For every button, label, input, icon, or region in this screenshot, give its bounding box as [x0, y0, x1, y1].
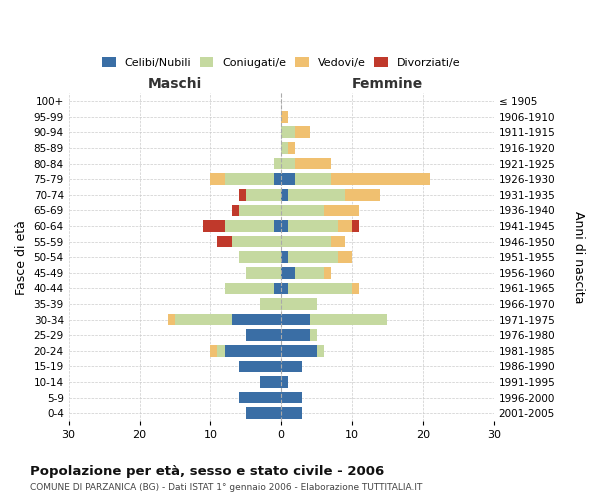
Bar: [288, 189, 345, 200]
Bar: [281, 267, 295, 278]
Bar: [281, 408, 302, 419]
Bar: [246, 267, 281, 278]
Text: Femmine: Femmine: [352, 77, 423, 91]
Bar: [281, 189, 288, 200]
Bar: [175, 314, 232, 326]
Bar: [246, 189, 281, 200]
Bar: [246, 408, 281, 419]
Bar: [281, 158, 295, 170]
Text: Maschi: Maschi: [148, 77, 202, 91]
Bar: [310, 314, 388, 326]
Bar: [352, 220, 359, 232]
Bar: [338, 252, 352, 263]
Bar: [281, 174, 295, 185]
Bar: [281, 111, 288, 122]
Bar: [281, 314, 310, 326]
Bar: [281, 204, 324, 216]
Bar: [281, 376, 288, 388]
Bar: [295, 158, 331, 170]
Bar: [232, 204, 239, 216]
Text: COMUNE DI PARZANICA (BG) - Dati ISTAT 1° gennaio 2006 - Elaborazione TUTTITALIA.: COMUNE DI PARZANICA (BG) - Dati ISTAT 1°…: [30, 482, 422, 492]
Bar: [324, 204, 359, 216]
Bar: [274, 174, 281, 185]
Bar: [288, 142, 295, 154]
Bar: [274, 220, 281, 232]
Bar: [281, 142, 288, 154]
Bar: [288, 282, 352, 294]
Bar: [211, 345, 217, 356]
Bar: [324, 267, 331, 278]
Bar: [281, 360, 302, 372]
Bar: [295, 126, 310, 138]
Bar: [281, 330, 310, 341]
Text: Popolazione per età, sesso e stato civile - 2006: Popolazione per età, sesso e stato civil…: [30, 465, 384, 478]
Bar: [295, 267, 324, 278]
Bar: [310, 330, 317, 341]
Bar: [295, 174, 331, 185]
Bar: [288, 252, 338, 263]
Bar: [345, 189, 380, 200]
Bar: [274, 158, 281, 170]
Y-axis label: Anni di nascita: Anni di nascita: [572, 211, 585, 304]
Bar: [281, 282, 288, 294]
Bar: [281, 236, 331, 248]
Bar: [203, 220, 224, 232]
Bar: [232, 236, 281, 248]
Bar: [224, 282, 274, 294]
Legend: Celibi/Nubili, Coniugati/e, Vedovi/e, Divorziati/e: Celibi/Nubili, Coniugati/e, Vedovi/e, Di…: [98, 53, 464, 72]
Bar: [239, 392, 281, 404]
Bar: [168, 314, 175, 326]
Bar: [331, 174, 430, 185]
Bar: [239, 189, 246, 200]
Bar: [246, 330, 281, 341]
Bar: [260, 298, 281, 310]
Bar: [281, 298, 317, 310]
Bar: [281, 345, 317, 356]
Bar: [281, 392, 302, 404]
Bar: [217, 345, 224, 356]
Bar: [217, 236, 232, 248]
Bar: [232, 314, 281, 326]
Bar: [338, 220, 352, 232]
Bar: [331, 236, 345, 248]
Bar: [260, 376, 281, 388]
Y-axis label: Fasce di età: Fasce di età: [15, 220, 28, 294]
Bar: [211, 174, 224, 185]
Bar: [224, 220, 274, 232]
Bar: [317, 345, 324, 356]
Bar: [281, 220, 288, 232]
Bar: [239, 360, 281, 372]
Bar: [224, 174, 274, 185]
Bar: [224, 345, 281, 356]
Bar: [281, 252, 288, 263]
Bar: [274, 282, 281, 294]
Bar: [281, 126, 295, 138]
Bar: [239, 252, 281, 263]
Bar: [288, 220, 338, 232]
Bar: [352, 282, 359, 294]
Bar: [239, 204, 281, 216]
